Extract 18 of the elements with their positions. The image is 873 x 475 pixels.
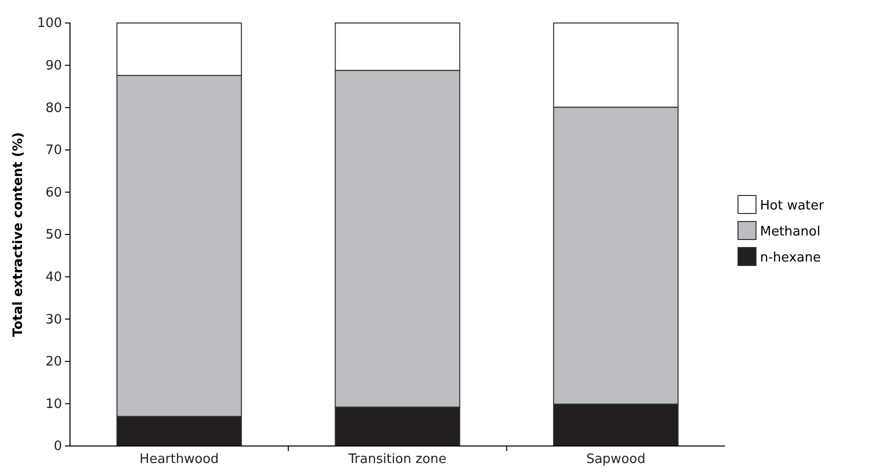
y-tick-label: 40 bbox=[45, 270, 62, 285]
y-tick-label: 80 bbox=[45, 100, 62, 116]
y-tick-label: 60 bbox=[45, 185, 62, 200]
y-tick-label: 100 bbox=[37, 16, 62, 32]
x-tick-label: Sapwood bbox=[586, 452, 646, 468]
legend-label: Hot water bbox=[760, 198, 825, 214]
y-tick-label: 50 bbox=[45, 228, 62, 243]
y-tick-label: 70 bbox=[45, 143, 62, 158]
y-axis-title: Total extractive content (%) bbox=[11, 132, 26, 337]
legend-label: Methanol bbox=[760, 224, 820, 240]
x-tick-label: Transition zone bbox=[347, 452, 447, 468]
y-tick-label: 20 bbox=[45, 354, 62, 370]
x-tick-label: Hearthwood bbox=[140, 452, 219, 468]
y-tick-label: 0 bbox=[54, 439, 62, 454]
legend-label: n-hexane bbox=[760, 250, 821, 266]
y-tick-label: 30 bbox=[45, 312, 62, 328]
y-tick-label: 90 bbox=[45, 58, 62, 74]
y-tick-label: 10 bbox=[45, 396, 62, 412]
